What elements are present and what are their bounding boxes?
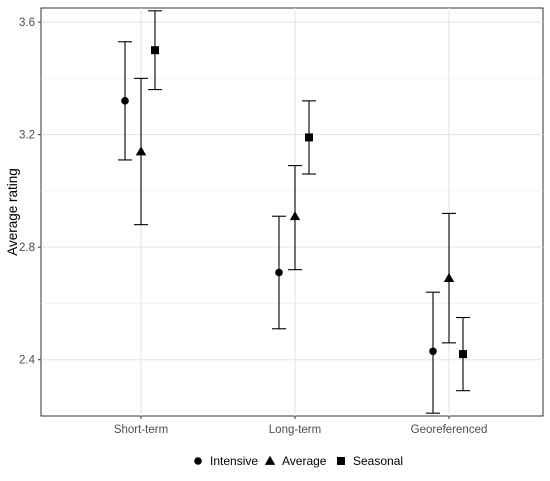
legend-average-key (264, 455, 276, 465)
x-tick-label: Short-term (114, 424, 168, 436)
x-tick-label: Georeferenced (411, 424, 488, 436)
y-tick-label: 2.8 (19, 242, 35, 254)
average-point (135, 146, 147, 156)
legend: Intensive Average Seasonal (194, 454, 403, 468)
plot-panel (40, 7, 544, 417)
seasonal-point (459, 350, 467, 359)
legend-average-label: Average (282, 454, 327, 468)
data-layer (118, 10, 470, 414)
intensive-point (121, 97, 129, 105)
intensive-point (275, 268, 283, 277)
average-point (289, 211, 301, 221)
legend-intensive-key (194, 457, 202, 465)
axis-layer: 2.4 2.8 3.2 3.6 Short-term Long-term Georefere… (19, 17, 487, 436)
y-tick-label: 3.2 (19, 130, 35, 142)
y-tick-label: 3.6 (19, 17, 35, 29)
legend-seasonal-key (337, 457, 345, 465)
legend-seasonal-label: Seasonal (353, 454, 403, 468)
y-axis-title: Average rating (5, 168, 20, 256)
intensive-point (429, 347, 437, 356)
y-tick-label: 2.4 (19, 355, 36, 367)
legend-intensive-label: Intensive (210, 454, 258, 468)
x-tick-label: Long-term (269, 424, 321, 436)
seasonal-point (151, 46, 159, 55)
seasonal-point (305, 133, 313, 142)
average-point (443, 272, 455, 283)
